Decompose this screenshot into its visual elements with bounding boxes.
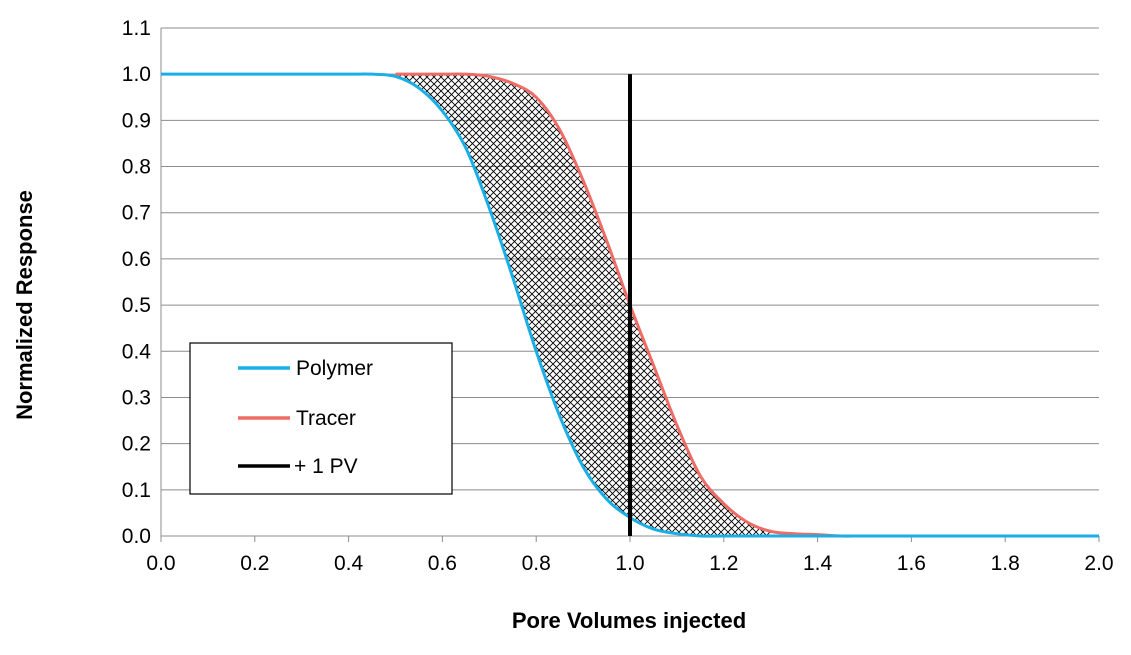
x-tick-label: 1.4 bbox=[803, 552, 833, 575]
tick-labels: 0.0 0.1 0.2 0.3 0.4 0.5 0.6 0.7 0.8 0.9 1.0 1.1 0.0 0… bbox=[122, 17, 1114, 575]
y-tick-label: 0.0 bbox=[122, 525, 151, 548]
legend-box bbox=[189, 342, 453, 495]
x-tick-label: 0.0 bbox=[146, 552, 175, 575]
x-tick-label: 1.0 bbox=[615, 552, 644, 575]
legend-label-polymer: Polymer bbox=[296, 357, 373, 380]
x-tick-label: 0.8 bbox=[522, 552, 551, 575]
y-tick-label: 0.3 bbox=[122, 386, 151, 409]
x-tick-label: 0.4 bbox=[334, 552, 364, 575]
y-tick-label: 0.7 bbox=[122, 202, 151, 225]
shaded-region-layer bbox=[395, 74, 771, 537]
shaded-region bbox=[395, 74, 771, 537]
y-tick-label: 0.2 bbox=[122, 433, 151, 456]
x-tick-label: 0.2 bbox=[240, 552, 269, 575]
series-layer bbox=[161, 72, 1099, 538]
y-tick-label: 0.6 bbox=[122, 248, 151, 271]
y-tick-label: 1.0 bbox=[122, 63, 151, 86]
legend-label-tracer: Tracer bbox=[296, 407, 356, 430]
x-tick-label: 1.8 bbox=[991, 552, 1020, 575]
x-axis-title: Pore Volumes injected bbox=[512, 608, 746, 633]
y-tick-label: 0.5 bbox=[122, 294, 151, 317]
legend: Polymer Tracer + 1 PV bbox=[189, 342, 453, 495]
y-tick-label: 0.1 bbox=[122, 479, 151, 502]
x-tick-label: 1.6 bbox=[897, 552, 926, 575]
y-tick-label: 1.1 bbox=[122, 17, 151, 40]
y-tick-label: 0.9 bbox=[122, 109, 151, 132]
x-tick-label: 1.2 bbox=[709, 552, 738, 575]
x-tick-label: 0.6 bbox=[428, 552, 457, 575]
y-axis-title: Normalized Response bbox=[12, 190, 37, 420]
legend-label-plus-1-pv: + 1 PV bbox=[294, 455, 358, 478]
y-tick-label: 0.4 bbox=[122, 340, 152, 363]
x-tick-label: 2.0 bbox=[1084, 552, 1113, 575]
series-line-polymer bbox=[161, 72, 1099, 538]
y-tick-label: 0.8 bbox=[122, 156, 151, 179]
